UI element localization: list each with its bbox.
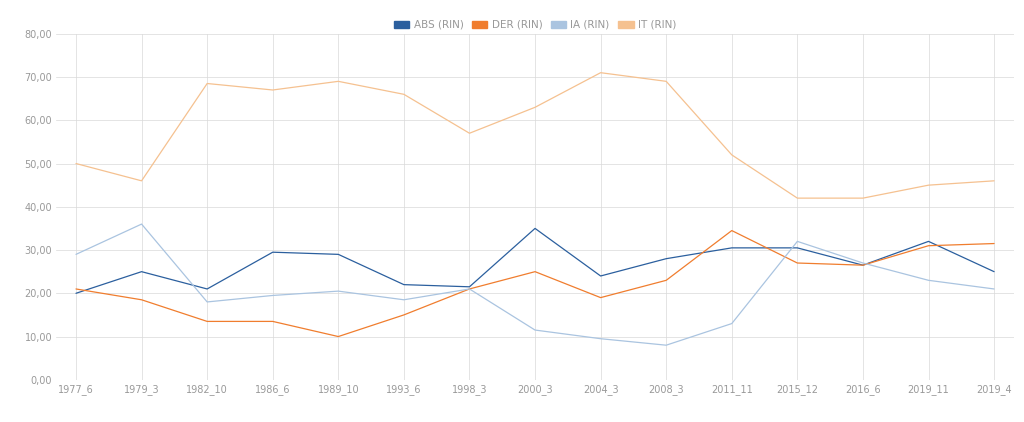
ABS (RIN) — [857, 262, 869, 268]
IT (RIN) — [70, 161, 82, 166]
IA (RIN) — [792, 239, 804, 244]
IT (RIN) — [857, 195, 869, 200]
ABS (RIN) — [135, 269, 147, 274]
IA (RIN) — [266, 293, 279, 298]
ABS (RIN) — [332, 252, 344, 257]
IA (RIN) — [463, 287, 475, 292]
Line: IT (RIN): IT (RIN) — [76, 73, 994, 198]
ABS (RIN) — [660, 256, 673, 261]
DER (RIN) — [660, 278, 673, 283]
IA (RIN) — [857, 260, 869, 265]
IT (RIN) — [332, 79, 344, 84]
IT (RIN) — [726, 152, 738, 157]
ABS (RIN) — [266, 250, 279, 255]
ABS (RIN) — [397, 282, 410, 287]
DER (RIN) — [70, 287, 82, 292]
IT (RIN) — [595, 70, 607, 75]
IA (RIN) — [135, 222, 147, 227]
DER (RIN) — [135, 297, 147, 302]
IA (RIN) — [528, 327, 541, 333]
ABS (RIN) — [595, 273, 607, 279]
DER (RIN) — [528, 269, 541, 274]
ABS (RIN) — [988, 269, 1000, 274]
IA (RIN) — [201, 300, 213, 305]
IA (RIN) — [397, 297, 410, 302]
ABS (RIN) — [726, 245, 738, 250]
DER (RIN) — [988, 241, 1000, 246]
IT (RIN) — [988, 178, 1000, 183]
IT (RIN) — [792, 195, 804, 200]
Line: IA (RIN): IA (RIN) — [76, 224, 994, 345]
IA (RIN) — [988, 287, 1000, 292]
IA (RIN) — [923, 278, 935, 283]
DER (RIN) — [792, 260, 804, 265]
IT (RIN) — [201, 81, 213, 86]
IT (RIN) — [135, 178, 147, 183]
DER (RIN) — [397, 312, 410, 317]
IA (RIN) — [726, 321, 738, 326]
IA (RIN) — [70, 252, 82, 257]
IA (RIN) — [332, 289, 344, 294]
IT (RIN) — [463, 131, 475, 136]
ABS (RIN) — [201, 287, 213, 292]
IT (RIN) — [397, 92, 410, 97]
Line: ABS (RIN): ABS (RIN) — [76, 228, 994, 293]
ABS (RIN) — [792, 245, 804, 250]
ABS (RIN) — [528, 226, 541, 231]
DER (RIN) — [463, 287, 475, 292]
DER (RIN) — [857, 262, 869, 268]
IA (RIN) — [595, 336, 607, 341]
DER (RIN) — [923, 243, 935, 248]
DER (RIN) — [595, 295, 607, 300]
DER (RIN) — [726, 228, 738, 233]
ABS (RIN) — [463, 284, 475, 289]
IT (RIN) — [660, 79, 673, 84]
ABS (RIN) — [70, 291, 82, 296]
IT (RIN) — [923, 183, 935, 188]
IT (RIN) — [528, 105, 541, 110]
DER (RIN) — [266, 319, 279, 324]
Line: DER (RIN): DER (RIN) — [76, 230, 994, 337]
IT (RIN) — [266, 87, 279, 92]
ABS (RIN) — [923, 239, 935, 244]
IA (RIN) — [660, 343, 673, 348]
DER (RIN) — [201, 319, 213, 324]
Legend: ABS (RIN), DER (RIN), IA (RIN), IT (RIN): ABS (RIN), DER (RIN), IA (RIN), IT (RIN) — [394, 20, 676, 30]
DER (RIN) — [332, 334, 344, 339]
